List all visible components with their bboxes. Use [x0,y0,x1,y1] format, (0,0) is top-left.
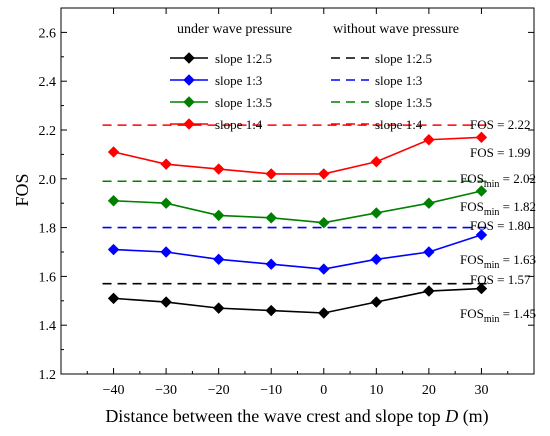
y-tick-label: 1.4 [39,319,57,334]
series-line [113,190,482,224]
data-point [423,246,435,258]
data-point [107,195,120,207]
legend-group-title: without wave pressure [333,22,459,37]
legend-label: slope 1:4 [215,117,263,132]
legend-item: slope 1:3 [331,73,422,88]
data-point [370,207,383,219]
y-axis: 1.2 1.4 1.6 1.8 2.0 2.2 2.4 2.6 [39,26,534,383]
fos-annotation: FOSmin = 1.45 [460,306,536,325]
data-point [318,307,330,319]
data-point [265,258,277,270]
legend-marker [183,118,195,130]
legend-item: slope 1:3.5 [170,95,272,110]
data-point [107,146,120,158]
legend-item: slope 1:2.5 [331,51,432,66]
data-point [212,253,225,266]
data-point [423,285,435,297]
data-point [212,163,225,175]
data-point [107,292,120,305]
legend-label: slope 1:3.5 [215,95,272,110]
legend-marker [183,52,195,64]
x-tick-label: −10 [260,383,282,398]
data-point [475,282,488,295]
legend-label: slope 1:2.5 [215,51,272,66]
data-point [475,185,488,197]
data-point [318,217,330,229]
reference-lines [102,124,489,285]
legend-group-title: under wave pressure [177,22,292,37]
data-point [160,158,172,170]
legend-item: slope 1:3.5 [331,95,432,110]
data-point [318,263,330,275]
data-point [265,168,277,180]
fos-annotation: FOSmin = 2.02 [460,171,536,190]
legend-item: slope 1:4 [170,117,263,132]
data-point [212,209,225,222]
annotations: FOS = 2.22 FOSmin = 2.02 FOS = 1.99 FOSmin … [460,117,536,325]
legend: under wave pressure without wave pressure… [170,22,459,132]
series-lines [107,131,488,319]
y-tick-label: 2.6 [39,26,57,41]
series-line [113,234,482,270]
legend-item: slope 1:2.5 [170,51,272,66]
data-point [370,156,383,168]
x-axis-label: Distance between the wave crest and slop… [105,406,488,427]
x-tick-label: 0 [320,383,327,398]
x-axis-label-symbol: D [444,406,458,426]
data-point [475,131,488,144]
data-point [160,197,172,209]
y-tick-label: 1.8 [39,222,57,237]
legend-item: slope 1:4 [331,117,423,132]
legend-label: slope 1:3 [215,73,262,88]
y-tick-label: 2.2 [39,124,57,139]
series [107,229,488,275]
legend-marker [183,74,195,86]
series-line [113,136,482,175]
data-point [370,296,383,308]
data-point [265,304,277,317]
x-axis: −40 −30 −20 −10 0 10 20 30 [86,8,509,398]
data-point [160,296,172,308]
x-tick-label: 20 [422,383,436,398]
y-tick-label: 2.0 [39,173,57,188]
x-tick-label: −40 [103,383,125,398]
fos-annotation: FOS = 1.80 [470,218,530,233]
series [107,131,488,180]
y-tick-label: 2.4 [39,75,57,90]
x-tick-label: 30 [474,383,488,398]
series-line [113,287,482,314]
x-tick-label: 10 [369,383,383,398]
fos-annotation: FOS = 1.99 [470,145,530,160]
series [107,282,488,319]
x-axis-label-unit: (m) [463,406,489,427]
legend-label: slope 1:3.5 [375,95,432,110]
data-point [160,246,172,258]
legend-label: slope 1:3 [375,73,422,88]
data-point [107,243,120,256]
x-tick-label: −20 [208,383,230,398]
legend-marker [183,96,195,108]
data-point [212,302,225,314]
legend-label: slope 1:4 [375,117,423,132]
series [107,185,488,229]
x-axis-label-text: Distance between the wave crest and slop… [105,406,440,426]
fos-annotation: FOS = 1.57 [470,272,531,287]
data-point [265,212,277,224]
fos-annotation: FOSmin = 1.63 [460,252,536,271]
data-point [318,168,330,180]
data-point [423,134,435,146]
y-tick-label: 1.6 [39,270,57,285]
x-tick-label: −30 [155,383,177,398]
y-tick-label: 1.2 [39,368,57,383]
legend-label: slope 1:2.5 [375,51,432,66]
data-point [475,229,488,241]
legend-item: slope 1:3 [170,73,262,88]
data-point [423,197,435,209]
data-point [370,253,383,266]
fos-annotation: FOS = 2.22 [470,117,530,132]
y-axis-label: FOS [12,173,32,206]
fos-annotation: FOSmin = 1.82 [460,199,536,218]
